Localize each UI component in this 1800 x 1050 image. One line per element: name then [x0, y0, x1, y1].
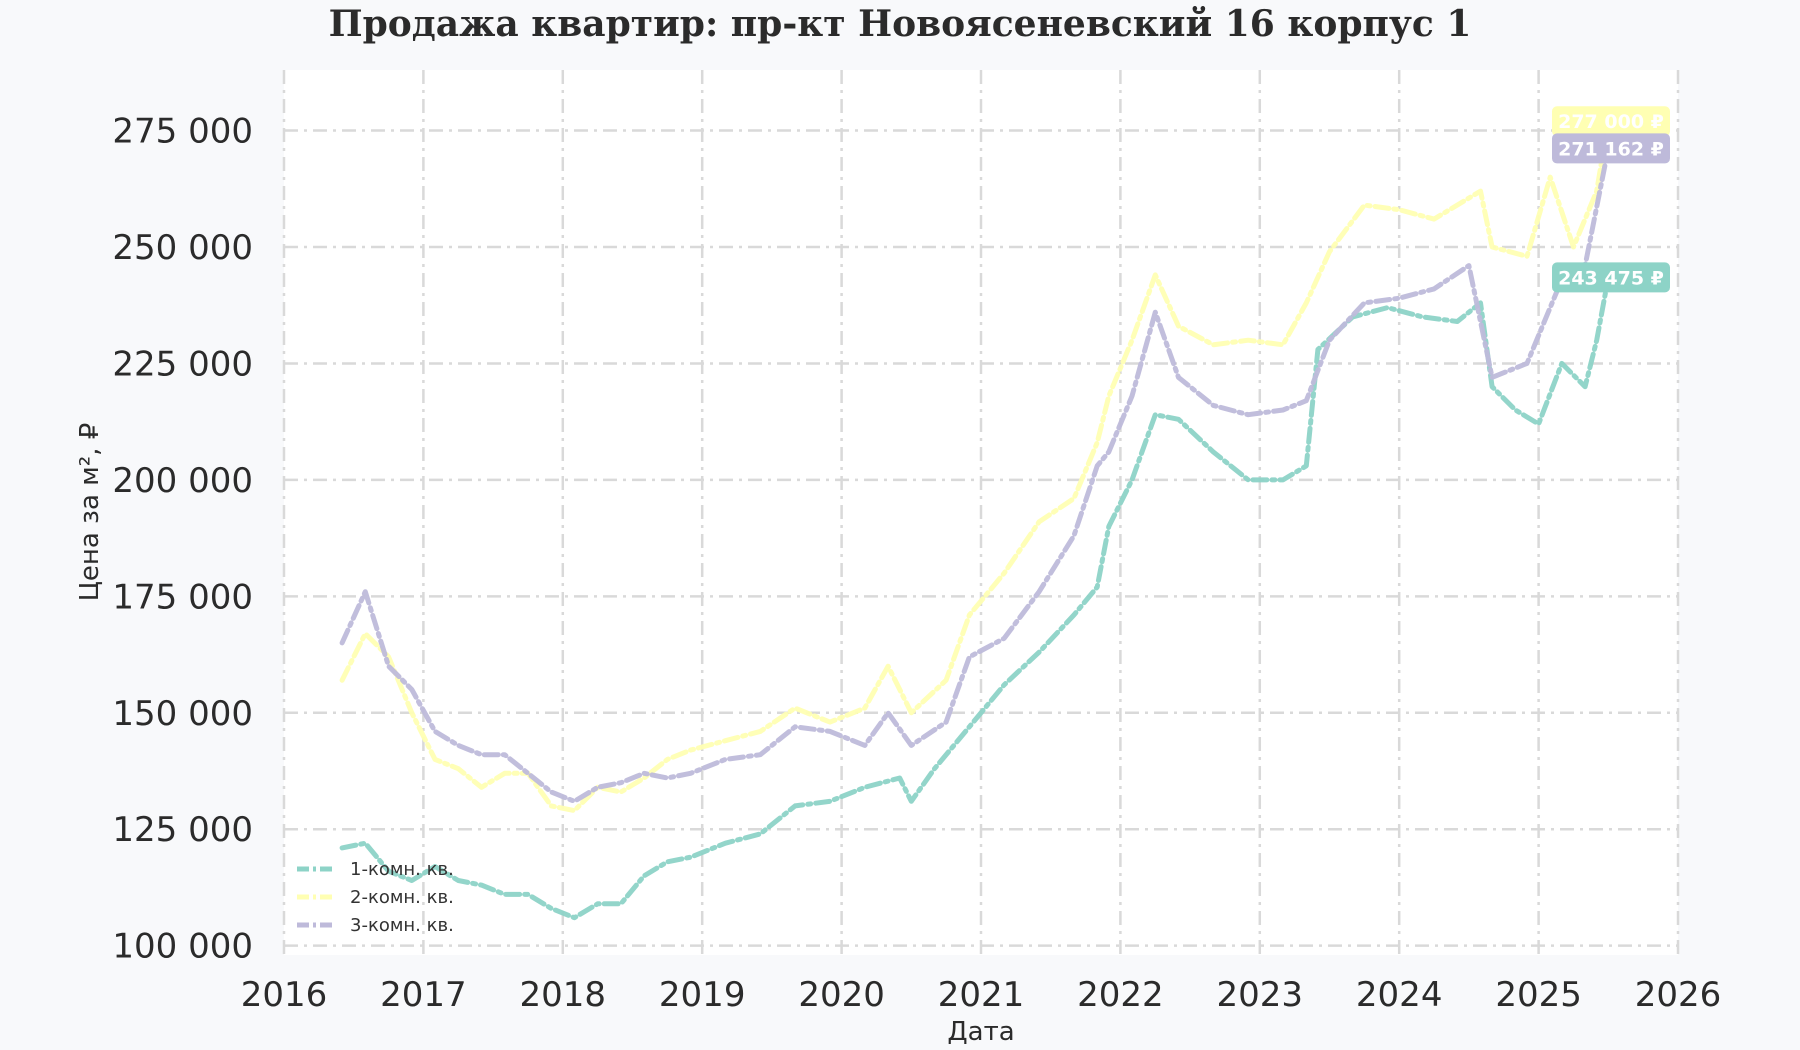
legend-label: 2-комн. кв. [350, 887, 454, 908]
badge-label: 271 162 ₽ [1558, 138, 1664, 160]
x-tick-label: 2026 [1635, 975, 1722, 1015]
y-tick-label: 100 000 [112, 927, 253, 967]
x-tick-label: 2025 [1495, 975, 1582, 1015]
x-tick-label: 2024 [1356, 975, 1443, 1015]
x-tick-label: 2016 [241, 975, 328, 1015]
end-value-badge-3: 271 162 ₽ [1552, 133, 1670, 164]
badge-label: 243 475 ₽ [1558, 267, 1664, 289]
x-tick-label: 2021 [938, 975, 1025, 1015]
end-value-badge-2: 277 000 ₽ [1552, 106, 1670, 137]
x-axis-label: Дата [947, 1017, 1014, 1047]
y-axis-label: Цена за м², ₽ [75, 423, 105, 602]
badge-background [1552, 133, 1670, 164]
end-value-badge-1: 243 475 ₽ [1552, 262, 1670, 293]
legend-label: 1-комн. кв. [350, 859, 454, 880]
y-tick-label: 175 000 [112, 577, 253, 617]
series-line-3 [339, 145, 1611, 804]
chart-title: Продажа квартир: пр-кт Новоясеневский 16… [329, 3, 1472, 45]
y-tick-label: 225 000 [112, 344, 253, 384]
tick-labels: 2016 2017 2018 2019 2020 2021 2022 2023 2024 2025… [112, 112, 1721, 1015]
series-line-1 [339, 274, 1611, 921]
y-tick-label: 125 000 [112, 810, 253, 850]
legend-item-1: 1-комн. кв. [297, 859, 454, 880]
y-tick-label: 200 000 [112, 461, 253, 501]
y-tick-label: 275 000 [112, 112, 253, 152]
x-tick-label: 2022 [1077, 975, 1164, 1015]
x-tick-label: 2017 [380, 975, 467, 1015]
x-tick-label: 2023 [1217, 975, 1304, 1015]
series-lines [339, 118, 1611, 921]
legend: 1-комн. кв. 2-комн. кв. 3-комн. кв. [297, 859, 454, 936]
legend-item-3: 3-комн. кв. [297, 915, 454, 936]
legend-label: 3-комн. кв. [350, 915, 454, 936]
badge-background [1552, 106, 1670, 137]
x-tick-label: 2019 [659, 975, 746, 1015]
x-tick-label: 2020 [798, 975, 885, 1015]
y-tick-label: 250 000 [112, 228, 253, 268]
badge-label: 277 000 ₽ [1558, 111, 1664, 133]
legend-item-2: 2-комн. кв. [297, 887, 454, 908]
x-tick-label: 2018 [520, 975, 607, 1015]
y-tick-label: 150 000 [112, 694, 253, 734]
badge-background [1552, 262, 1670, 293]
end-value-badges: 243 475 ₽ 277 000 ₽ 271 162 ₽ [1552, 106, 1670, 293]
